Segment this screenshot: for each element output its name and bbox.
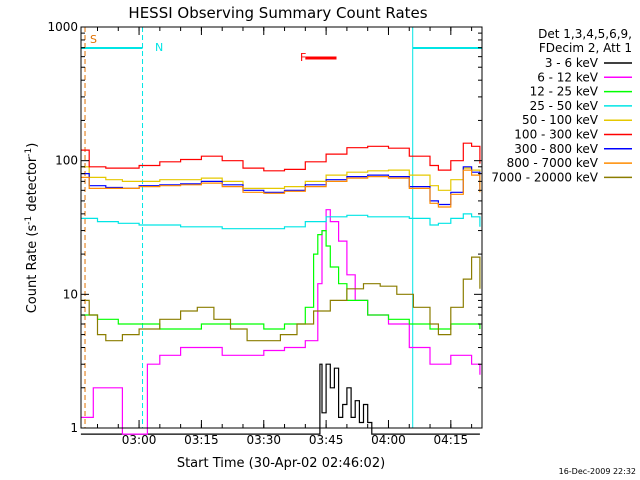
legend-label-2: 12 - 25 keV (530, 85, 599, 99)
y-tick-label: 10 (63, 287, 78, 301)
series-line-3 (80, 213, 481, 230)
series-line-4 (80, 166, 481, 191)
x-tick-label: 03:30 (246, 433, 281, 447)
chart-title: HESSI Observing Summary Count Rates (128, 4, 427, 22)
x-tick-label: 03:00 (122, 433, 157, 447)
x-tick-label: 04:00 (371, 433, 406, 447)
y-tick-label: 100 (55, 154, 78, 168)
night-flag-label: N (155, 41, 163, 54)
series-group (80, 142, 481, 435)
footer-date: 16-Dec-2009 22:32 (559, 467, 636, 476)
series-line-0 (80, 363, 480, 435)
y-tick-label: 1 (70, 421, 78, 435)
axes: 1 10 100 1000 03:00 03:15 03:30 03:45 04:00 04:15 (47, 20, 482, 447)
series-line-1 (80, 209, 481, 435)
legend-label-6: 300 - 800 keV (514, 142, 598, 156)
legend-label-3: 25 - 50 keV (530, 99, 599, 113)
x-tick-label: 03:45 (309, 433, 344, 447)
y-axis-label: Count Rate (s-1 detector-1) (24, 143, 40, 314)
legend-label-8: 7000 - 20000 keV (491, 170, 598, 184)
legend-label-1: 6 - 12 keV (537, 70, 599, 84)
x-tick-label: 03:15 (184, 433, 219, 447)
y-tick-label: 1000 (47, 20, 78, 34)
legend-label-4: 50 - 100 keV (522, 113, 599, 127)
saa-flag-label: S (90, 33, 97, 46)
series-line-5 (80, 142, 481, 172)
flag-markers: S N F (90, 33, 306, 64)
series-line-2 (80, 230, 481, 330)
legend-label-5: 100 - 300 keV (514, 128, 598, 142)
series-line-8 (80, 256, 481, 342)
flare-flag-label: F (300, 51, 306, 64)
legend-label-0: 3 - 6 keV (545, 56, 599, 70)
legend-header-line1: Det 1,3,4,5,6,9, (538, 27, 632, 41)
x-axis-label: Start Time (30-Apr-02 02:46:02) (177, 456, 385, 471)
legend-header-line2: FDecim 2, Att 1 (539, 41, 632, 55)
series-line-7 (80, 169, 481, 208)
x-tick-label: 04:15 (434, 433, 469, 447)
legend: Det 1,3,4,5,6,9, FDecim 2, Att 1 3 - 6 k… (491, 27, 632, 184)
plot-frame (80, 26, 483, 429)
legend-label-7: 800 - 7000 keV (507, 156, 599, 170)
